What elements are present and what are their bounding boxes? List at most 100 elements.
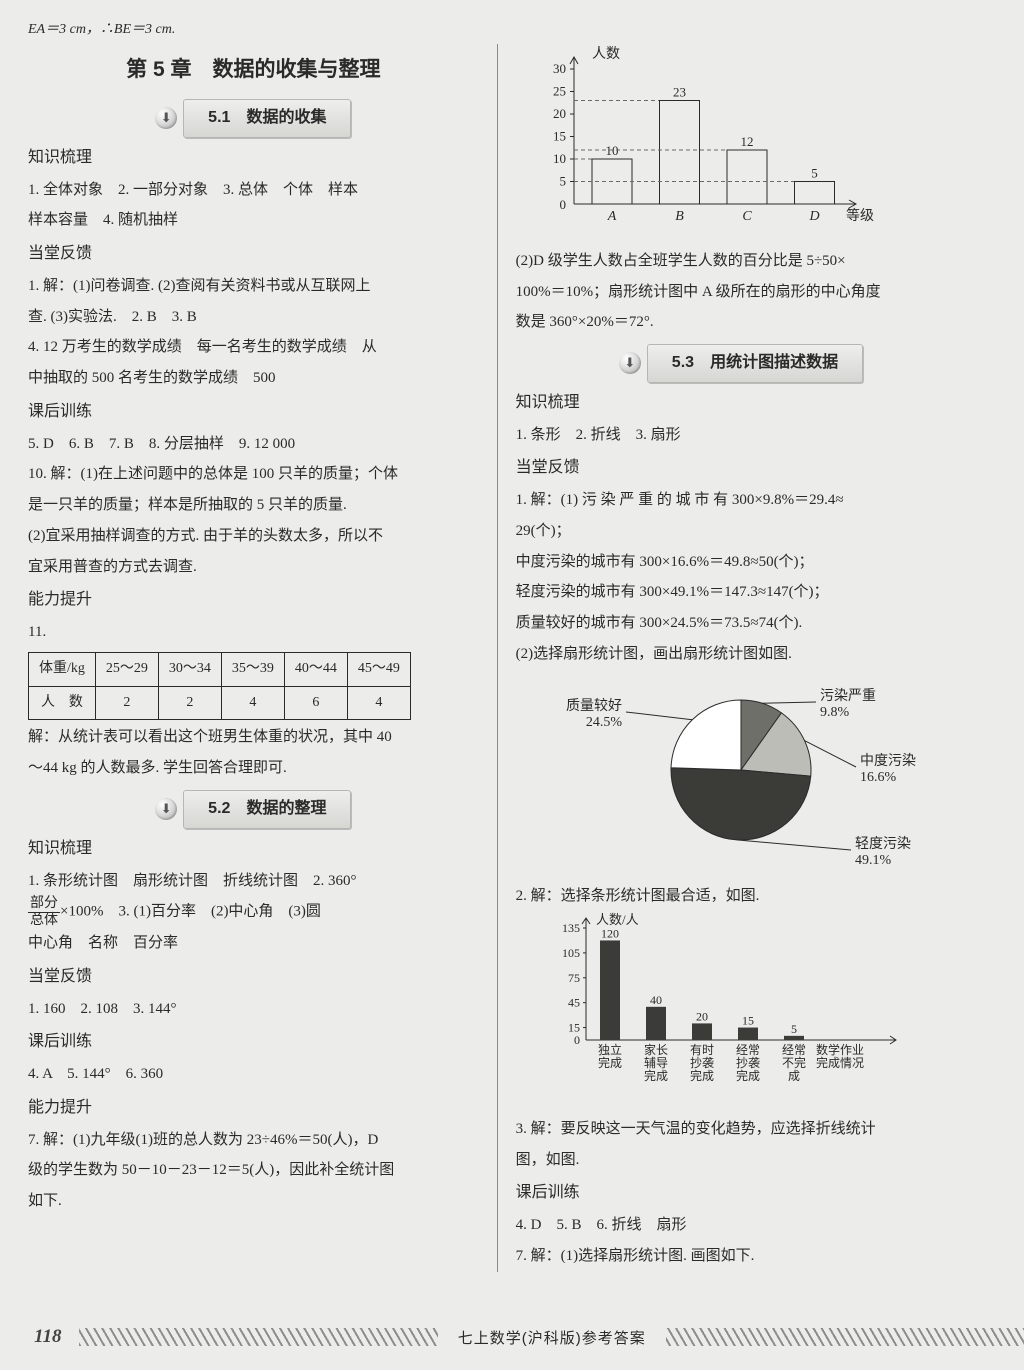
svg-text:完成: 完成: [736, 1068, 760, 1083]
svg-text:完成: 完成: [690, 1068, 714, 1083]
text: 7. 解：(1)选择扇形统计图. 画图如下.: [516, 1241, 967, 1272]
svg-text:5: 5: [811, 166, 818, 181]
text: 5. D 6. B 7. B 8. 分层抽样 9. 12 000: [28, 429, 479, 460]
svg-text:人数: 人数: [592, 46, 620, 62]
text: ～44 kg 的人数最多. 学生回答合理即可.: [28, 753, 479, 784]
text: 中抽取的 500 名考生的数学成绩 500: [28, 363, 479, 394]
svg-text:20: 20: [696, 1010, 708, 1024]
text: 11.: [28, 617, 479, 648]
svg-text:D: D: [808, 209, 819, 224]
heading-dangtang: 当堂反馈: [28, 961, 479, 994]
text: 部分总体×100% 3. (1)百分率 (2)中心角 (3)圆: [28, 896, 479, 928]
chapter-title: 第 5 章 数据的收集与整理: [28, 48, 479, 91]
svg-text:C: C: [742, 209, 752, 224]
heading-zhishi: 知识梳理: [28, 142, 479, 175]
arrow-down-icon: ⬇: [155, 798, 177, 820]
svg-text:独立: 独立: [598, 1042, 622, 1057]
text: 29(个)；: [516, 516, 967, 547]
right-column: 人数51015202530010A23B12C5D等级 (2)D 级学生人数占全…: [502, 44, 967, 1272]
svg-text:15: 15: [553, 129, 566, 144]
svg-text:16.6%: 16.6%: [860, 770, 897, 785]
text: 轻度污染的城市有 300×49.1%＝147.3≈147(个)；: [516, 577, 967, 608]
svg-text:75: 75: [568, 971, 580, 985]
svg-text:污染严重: 污染严重: [820, 688, 876, 704]
text: 100%＝10%；扇形统计图中 A 级所在的扇形的中心角度: [516, 277, 967, 308]
svg-text:9.8%: 9.8%: [820, 705, 850, 720]
svg-text:数学作业: 数学作业: [816, 1042, 864, 1057]
text: 1. 全体对象 2. 一部分对象 3. 总体 个体 样本: [28, 175, 479, 206]
text: 10. 解：(1)在上述问题中的总体是 100 只羊的质量；个体: [28, 459, 479, 490]
text: 中心角 名称 百分率: [28, 928, 479, 959]
svg-text:有时: 有时: [690, 1043, 714, 1057]
svg-text:45: 45: [568, 996, 580, 1010]
text: 数是 360°×20%＝72°.: [516, 307, 967, 338]
heading-dangtang: 当堂反馈: [516, 452, 967, 485]
text: 质量较好的城市有 300×24.5%＝73.5≈74(个).: [516, 608, 967, 639]
heading-nengli: 能力提升: [28, 584, 479, 617]
text: 1. 解：(1)问卷调查. (2)查阅有关资料书或从互联网上: [28, 271, 479, 302]
text: 解：从统计表可以看出这个班男生体重的状况，其中 40: [28, 722, 479, 753]
svg-text:120: 120: [601, 927, 619, 941]
heading-nengli: 能力提升: [28, 1092, 479, 1125]
text: 1. 解：(1) 污 染 严 重 的 城 市 有 300×9.8%＝29.4≈: [516, 485, 967, 516]
svg-text:质量较好: 质量较好: [566, 698, 622, 714]
heading-kehou: 课后训练: [516, 1177, 967, 1210]
svg-text:5: 5: [791, 1022, 797, 1036]
svg-text:轻度污染: 轻度污染: [855, 836, 911, 852]
svg-text:30: 30: [553, 61, 566, 76]
svg-text:不完: 不完: [782, 1055, 806, 1070]
text: 7. 解：(1)九年级(1)班的总人数为 23÷46%＝50(人)，D: [28, 1125, 479, 1156]
svg-text:抄袭: 抄袭: [736, 1055, 760, 1070]
svg-text:0: 0: [559, 197, 566, 212]
svg-text:B: B: [675, 209, 684, 224]
section-5-1: ⬇ 5.1 数据的收集: [28, 99, 479, 138]
svg-text:20: 20: [553, 106, 566, 121]
svg-text:12: 12: [740, 134, 753, 149]
heading-kehou: 课后训练: [28, 1026, 479, 1059]
text: 1. 160 2. 108 3. 144°: [28, 994, 479, 1025]
text: 宜采用普查的方式去调查.: [28, 552, 479, 583]
svg-text:完成: 完成: [598, 1055, 622, 1070]
svg-text:经常: 经常: [736, 1043, 760, 1057]
svg-text:完成: 完成: [644, 1068, 668, 1083]
homework-bar-chart: 人数/人15457510513501204020155独立完成家长辅导完成有时抄…: [516, 912, 916, 1102]
text: (2)D 级学生人数占全班学生人数的百分比是 5÷50×: [516, 246, 967, 277]
svg-text:A: A: [606, 209, 616, 224]
text: 1. 条形 2. 折线 3. 扇形: [516, 420, 967, 451]
svg-text:中度污染: 中度污染: [860, 753, 916, 769]
text: 4. 12 万考生的数学成绩 每一名考生的数学成绩 从: [28, 332, 479, 363]
svg-text:23: 23: [673, 85, 686, 100]
page-number: 118: [0, 1326, 79, 1348]
svg-text:24.5%: 24.5%: [585, 715, 622, 730]
column-divider: [497, 44, 498, 1272]
grade-bar-chart: 人数51015202530010A23B12C5D等级: [516, 44, 876, 234]
section-5-3: ⬇ 5.3 用统计图描述数据: [516, 344, 967, 383]
svg-text:人数/人: 人数/人: [596, 912, 639, 927]
svg-text:10: 10: [553, 151, 566, 166]
heading-kehou: 课后训练: [28, 396, 479, 429]
text: 查. (3)实验法. 2. B 3. B: [28, 302, 479, 333]
text: 中度污染的城市有 300×16.6%＝49.8≈50(个)；: [516, 547, 967, 578]
left-column: 第 5 章 数据的收集与整理 ⬇ 5.1 数据的收集 知识梳理 1. 全体对象 …: [28, 44, 493, 1272]
top-equation: EA＝3 cm，∴BE＝3 cm.: [28, 18, 996, 38]
text: 1. 条形统计图 扇形统计图 折线统计图 2. 360°: [28, 866, 479, 897]
text: 2. 解：选择条形统计图最合适，如图.: [516, 881, 967, 912]
svg-text:成: 成: [788, 1069, 800, 1083]
footer-label: 七上数学(沪科版)参考答案: [438, 1327, 666, 1348]
heading-zhishi: 知识梳理: [28, 833, 479, 866]
text: (2)宜采用抽样调查的方式. 由于羊的头数太多，所以不: [28, 521, 479, 552]
section-5-2: ⬇ 5.2 数据的整理: [28, 790, 479, 829]
arrow-down-icon: ⬇: [619, 352, 641, 374]
page-footer: 118 七上数学(沪科版)参考答案: [0, 1326, 1024, 1348]
svg-text:等级: 等级: [846, 207, 874, 224]
svg-text:15: 15: [742, 1014, 754, 1028]
svg-text:5: 5: [559, 174, 566, 189]
svg-text:49.1%: 49.1%: [855, 853, 892, 868]
text: 如下.: [28, 1186, 479, 1217]
svg-text:0: 0: [574, 1033, 580, 1047]
svg-text:辅导: 辅导: [644, 1056, 668, 1070]
svg-text:完成情况: 完成情况: [816, 1055, 864, 1070]
text: 级的学生数为 50－10－23－12＝5(人)，因此补全统计图: [28, 1155, 479, 1186]
svg-text:135: 135: [562, 921, 580, 935]
text: 3. 解：要反映这一天气温的变化趋势，应选择折线统计: [516, 1114, 967, 1145]
